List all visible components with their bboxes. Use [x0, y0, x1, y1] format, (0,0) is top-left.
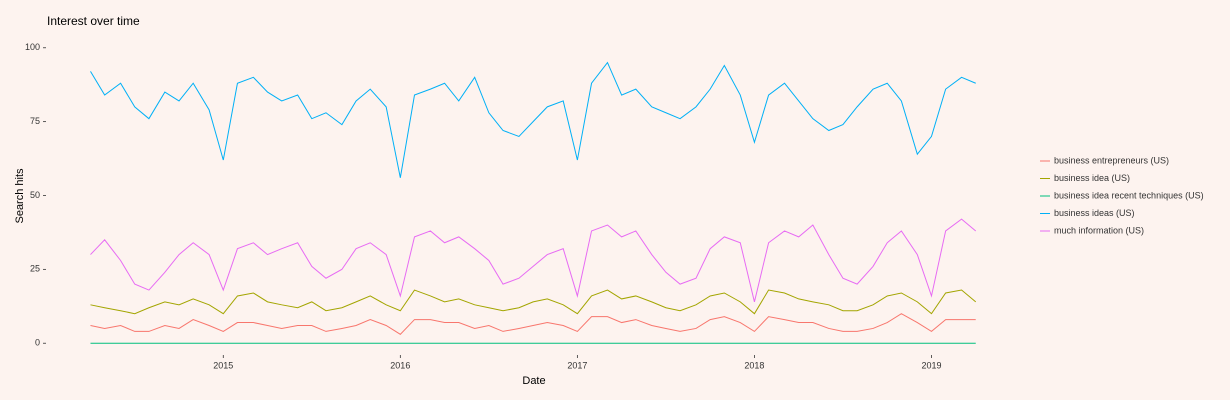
y-tick-label: 25 [30, 264, 40, 274]
series-line [90, 61, 976, 178]
series-line [90, 218, 977, 302]
legend-label: business ideas (US) [1054, 208, 1135, 218]
y-tick-label: 0 [35, 338, 40, 348]
legend-label: much information (US) [1054, 225, 1144, 235]
legend-label: business idea recent techniques (US) [1054, 190, 1204, 200]
y-axis-title: Search hits [14, 168, 26, 224]
y-tick-label: 100 [25, 42, 40, 52]
x-tick-label: 2018 [744, 360, 764, 370]
x-axis-title: Date [522, 375, 545, 387]
y-tick-label: 75 [30, 116, 40, 126]
legend-label: business entrepreneurs (US) [1054, 155, 1169, 165]
x-tick-label: 2017 [567, 360, 587, 370]
legend-label: business idea (US) [1054, 173, 1130, 183]
series-line [90, 313, 976, 335]
chart-title: Interest over time [47, 14, 140, 28]
x-tick-label: 2015 [213, 360, 233, 370]
x-tick-label: 2016 [390, 360, 410, 370]
y-tick-label: 50 [30, 190, 40, 200]
x-tick-label: 2019 [921, 360, 941, 370]
series-line [90, 289, 977, 315]
